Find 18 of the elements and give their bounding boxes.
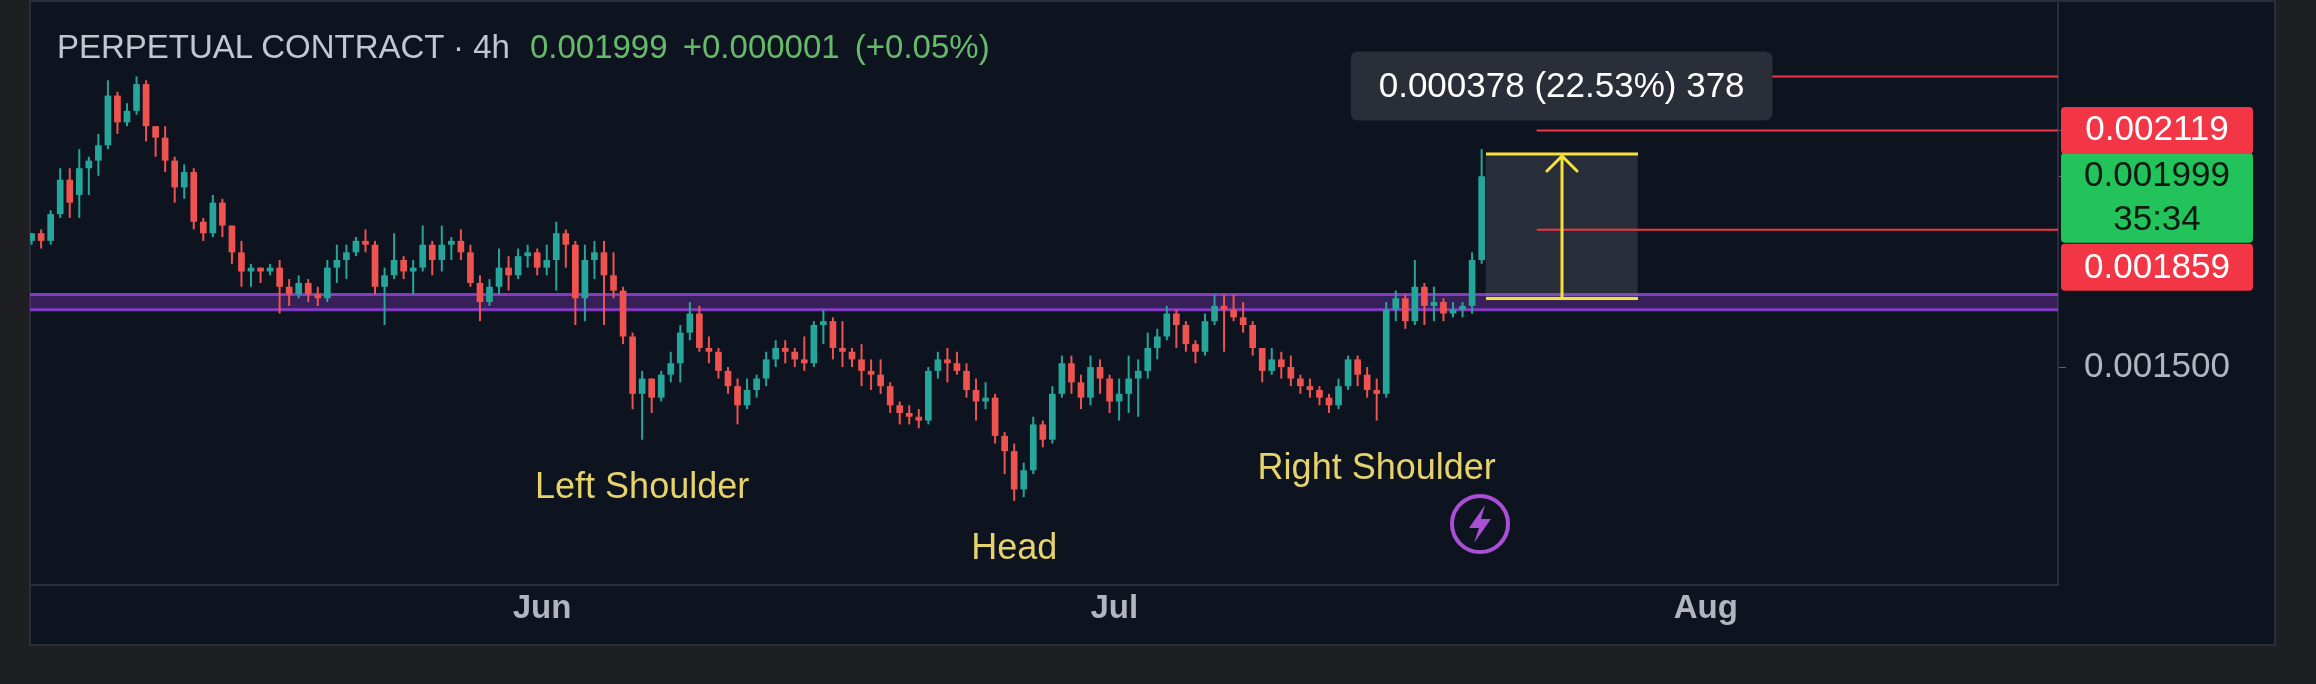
candlestick: [839, 321, 846, 368]
candlestick: [1373, 378, 1381, 421]
ref-line-label: 0.001859: [2084, 245, 2230, 285]
text: 0.001999 +0.000001 (+0.05%): [529, 28, 990, 65]
candlestick: [800, 336, 808, 371]
y-tick-label: 0.002119: [2085, 108, 2229, 148]
band-label: 0.000378 (22.53%) 378: [1378, 64, 1745, 104]
annotation: Left Shoulder: [535, 464, 750, 506]
annotation: Right Shoulder: [1257, 445, 1496, 487]
annotation: Head: [971, 525, 1058, 567]
text: 35:34: [2113, 197, 2201, 237]
text: PERPETUAL CONTRACT · 4h: [57, 28, 510, 65]
y-tick-label: 0.001500: [2084, 344, 2230, 384]
y-tick-label: 0.001999: [2084, 153, 2230, 193]
x-tick-label: Aug: [1673, 587, 1738, 625]
candlestick: [1220, 294, 1228, 352]
x-tick-label: Jul: [1090, 587, 1139, 625]
x-tick-label: Jun: [512, 587, 572, 625]
